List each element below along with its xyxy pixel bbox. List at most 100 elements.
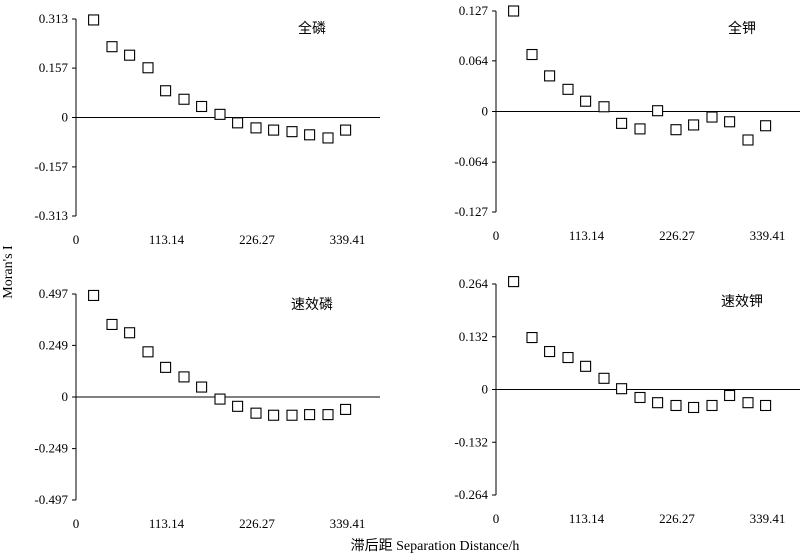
data-point [688, 119, 700, 131]
data-point [340, 124, 352, 136]
chart-panel-3: 0.497 0.249 0 -0.249 -0.497 0 113.14 226.27 339.… [34, 286, 380, 531]
data-point [250, 407, 262, 419]
data-point [160, 361, 172, 373]
y-tick-label: 0 [482, 382, 489, 397]
y-tick-label: -0.132 [454, 434, 488, 449]
x-tick-label: 226.27 [659, 511, 695, 526]
data-point [178, 93, 190, 105]
panel-title: 全磷 [298, 20, 326, 37]
data-point [634, 391, 646, 404]
y-tick-label: 0.264 [459, 276, 489, 291]
data-point [508, 5, 520, 17]
data-point [286, 409, 298, 421]
panel-title: 全钾 [728, 20, 756, 37]
chart-panel-4: 0.264 0.132 0 -0.132 -0.264 0 113.14 226.27 339.… [454, 276, 800, 526]
data-point [760, 399, 772, 412]
data-point [652, 105, 664, 117]
x-tick-label: 0 [493, 511, 500, 526]
y-tick-label: -0.497 [34, 492, 68, 507]
data-point [196, 381, 208, 393]
data-point [616, 383, 628, 395]
data-point [706, 111, 718, 123]
data-point [124, 49, 136, 61]
data-point [214, 393, 226, 405]
data-point [688, 401, 700, 414]
data-point [706, 399, 718, 412]
y-axis-title: Moran's I [1, 245, 16, 299]
data-point [106, 318, 118, 331]
data-point [124, 327, 136, 339]
data-point [268, 409, 280, 421]
x-tick-label: 339.41 [330, 516, 366, 531]
panel-title: 速效磷 [291, 297, 333, 313]
x-tick-label: 226.27 [239, 232, 275, 247]
data-point [562, 83, 574, 95]
x-tick-label: 113.14 [149, 516, 185, 531]
x-tick-label: 0 [493, 228, 500, 243]
x-tick-label: 339.41 [330, 232, 366, 247]
y-tick-label: 0.313 [39, 11, 68, 26]
data-point [544, 345, 556, 358]
data-point [598, 101, 610, 113]
y-tick-label: 0 [482, 104, 489, 119]
data-point [652, 397, 664, 409]
data-point [304, 409, 316, 421]
data-point [340, 403, 352, 415]
data-point [268, 124, 280, 136]
data-point [508, 276, 520, 288]
data-point [214, 108, 226, 120]
x-tick-label: 339.41 [750, 511, 786, 526]
data-point [742, 397, 754, 409]
data-point [670, 399, 682, 412]
chart-panel-2: 0.127 0.064 0 -0.064 -0.127 0 113.14 226.27 339.… [454, 3, 800, 243]
x-tick-label: 113.14 [569, 511, 605, 526]
data-point [196, 100, 208, 113]
data-point [562, 351, 574, 364]
y-tick-label: 0.157 [39, 60, 69, 75]
x-tick-label: 226.27 [239, 516, 275, 531]
data-point [760, 120, 772, 132]
data-point [598, 372, 610, 384]
data-point [304, 129, 316, 141]
data-point [526, 331, 538, 344]
data-point [634, 123, 646, 135]
x-tick-label: 339.41 [750, 228, 786, 243]
data-point [742, 134, 754, 146]
data-point [142, 62, 154, 74]
data-point [724, 116, 736, 128]
y-tick-label: 0 [62, 389, 69, 404]
data-point [670, 124, 682, 136]
data-point [526, 48, 538, 61]
data-point [616, 117, 628, 129]
x-tick-label: 113.14 [149, 232, 185, 247]
y-tick-label: -0.157 [34, 159, 68, 174]
x-tick-label: 113.14 [569, 228, 605, 243]
data-point [322, 132, 334, 144]
x-tick-label: 0 [73, 516, 80, 531]
data-point [232, 117, 244, 129]
data-point [232, 400, 244, 412]
data-point [178, 371, 190, 383]
data-point [88, 14, 100, 26]
data-point [250, 122, 262, 134]
y-tick-label: 0 [62, 110, 69, 125]
x-axis-title: 滞后距 Separation Distance/h [351, 538, 520, 554]
x-tick-label: 226.27 [659, 228, 695, 243]
y-tick-label: 0.132 [459, 329, 488, 344]
y-tick-label: 0.249 [39, 337, 68, 352]
y-tick-label: 0.064 [459, 53, 489, 68]
data-point [286, 126, 298, 138]
y-tick-label: -0.264 [454, 487, 488, 502]
y-tick-label: -0.064 [454, 154, 488, 169]
data-point [106, 41, 118, 53]
data-point [544, 70, 556, 82]
data-point [88, 289, 100, 302]
y-tick-label: -0.313 [34, 208, 68, 223]
x-tick-label: 0 [73, 232, 80, 247]
y-tick-label: -0.249 [34, 441, 68, 456]
y-tick-label: -0.127 [454, 204, 488, 219]
chart-panel-1: 0.313 0.157 0 -0.157 -0.313 0 113.14 226.27 339.… [34, 11, 380, 247]
data-point [160, 85, 172, 97]
y-tick-label: 0.127 [459, 3, 489, 18]
